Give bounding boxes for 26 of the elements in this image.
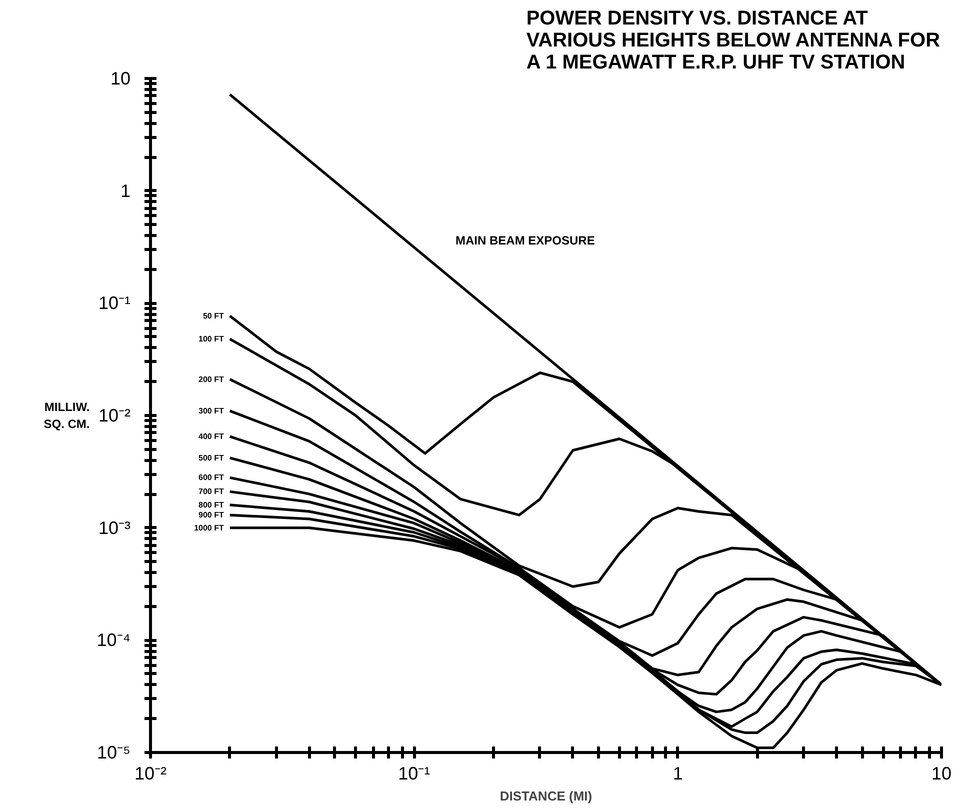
y-tick-label: 10⁻⁵ <box>97 742 130 762</box>
series-label: 100 FT <box>198 334 224 344</box>
series-label: 800 FT <box>198 500 224 510</box>
x-tick-label: 1 <box>672 764 683 784</box>
x-tick-label: 10⁻¹ <box>398 764 430 784</box>
series-label: 600 FT <box>198 473 224 482</box>
y-tick-label: 10⁻³ <box>98 518 131 538</box>
series-label: 50 FT <box>202 311 224 320</box>
series-label: 900 FT <box>198 510 224 520</box>
series-label: 400 FT <box>198 432 224 442</box>
x-tick-label: 10 <box>931 764 952 784</box>
y-tick-label: 10⁻² <box>98 406 131 426</box>
series-label: 700 FT <box>198 487 224 496</box>
series-label: 1000 FT <box>194 523 224 532</box>
x-tick-label: 10⁻² <box>134 764 167 784</box>
y-axis-title: MILLIW. SQ. CM. <box>44 400 90 431</box>
annotation: MAIN BEAM EXPOSURE <box>456 234 595 248</box>
chart-title: POWER DENSITY VS. DISTANCE AT VARIOUS HEIGHTS BELOW ANTENNA FOR A 1 MEGAWATT E.R.P. UHF TV STATION <box>526 8 941 74</box>
y-tick-label: 1 <box>120 180 131 201</box>
series-label: 300 FT <box>198 406 224 416</box>
y-tick-label: 10⁻¹ <box>98 293 131 314</box>
series-label: 500 FT <box>198 453 224 462</box>
y-tick-label: 10 <box>110 68 131 88</box>
series-label: 200 FT <box>198 374 224 384</box>
y-tick-label: 10⁻⁴ <box>96 630 131 650</box>
x-axis-title: DISTANCE (MI) <box>500 788 592 804</box>
